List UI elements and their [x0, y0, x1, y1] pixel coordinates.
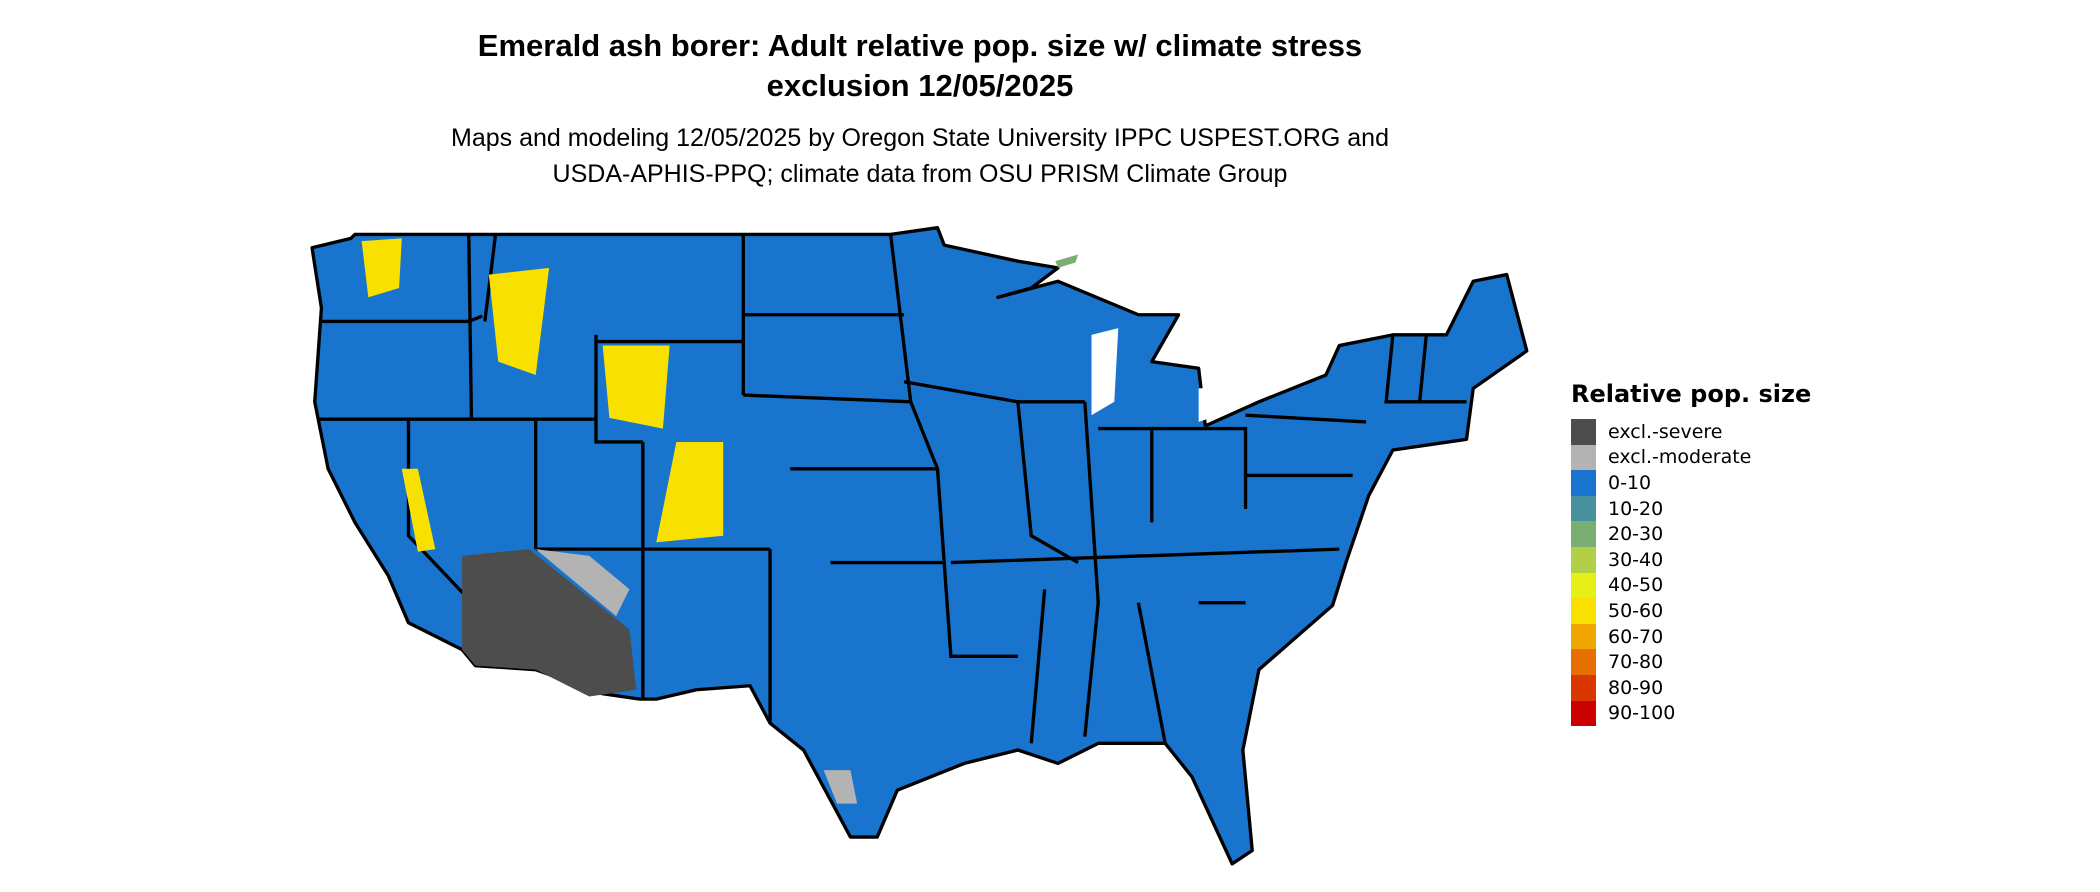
legend-label: 90-100 — [1608, 702, 1676, 725]
high-suitability-patches — [361, 238, 724, 552]
legend-swatch — [1571, 700, 1596, 727]
legend-swatch — [1571, 470, 1596, 496]
excluded-areas — [462, 549, 858, 804]
legend-item: excl.-moderate — [1571, 444, 1811, 471]
legend-label: 20-30 — [1608, 523, 1664, 546]
isle-royale — [1055, 254, 1079, 268]
subtitle-line-1: Maps and modeling 12/05/2025 by Oregon S… — [451, 124, 1389, 152]
legend: Relative pop. size excl.-severe excl.-mod… — [1571, 380, 1812, 727]
legend-item: 10-20 — [1571, 495, 1811, 522]
legend-label: 10-20 — [1608, 497, 1664, 520]
legend-label: excl.-moderate — [1608, 446, 1752, 469]
legend-label: 30-40 — [1608, 548, 1664, 571]
legend-swatch — [1571, 623, 1596, 650]
legend-swatch — [1571, 546, 1596, 573]
legend-swatch — [1571, 521, 1596, 547]
legend-swatch — [1571, 598, 1596, 624]
legend-item: excl.-severe — [1571, 419, 1811, 445]
legend-item: 0-10 — [1571, 470, 1811, 496]
legend-label: excl.-severe — [1608, 420, 1723, 443]
legend-label: 70-80 — [1608, 651, 1664, 674]
legend-item: 20-30 — [1571, 521, 1811, 547]
legend-label: 60-70 — [1608, 625, 1664, 648]
legend-item: 70-80 — [1571, 649, 1811, 675]
legend-item: 30-40 — [1571, 546, 1811, 573]
legend-item: 90-100 — [1571, 700, 1811, 727]
legend-label: 80-90 — [1608, 676, 1664, 699]
legend-swatch — [1571, 495, 1596, 522]
legend-label: 50-60 — [1608, 599, 1664, 622]
great-lakes — [1091, 328, 1253, 422]
legend-swatch — [1571, 649, 1596, 675]
legend-swatch — [1571, 674, 1596, 701]
legend-title: Relative pop. size — [1571, 380, 1812, 408]
legend-item: 50-60 — [1571, 598, 1811, 624]
legend-swatch — [1571, 444, 1596, 471]
legend-item: 60-70 — [1571, 623, 1811, 650]
title-line-2: exclusion 12/05/2025 — [766, 68, 1074, 103]
title-line-1: Emerald ash borer: Adult relative pop. s… — [477, 28, 1363, 63]
legend-label: 0-10 — [1608, 471, 1652, 494]
legend-item: 80-90 — [1571, 674, 1811, 701]
legend-swatch — [1571, 419, 1596, 445]
subtitle-line-2: USDA-APHIS-PPQ; climate data from OSU PR… — [552, 160, 1288, 188]
legend-label: 40-50 — [1608, 574, 1664, 597]
legend-swatch — [1571, 572, 1596, 599]
legend-item: 40-50 — [1571, 572, 1811, 599]
